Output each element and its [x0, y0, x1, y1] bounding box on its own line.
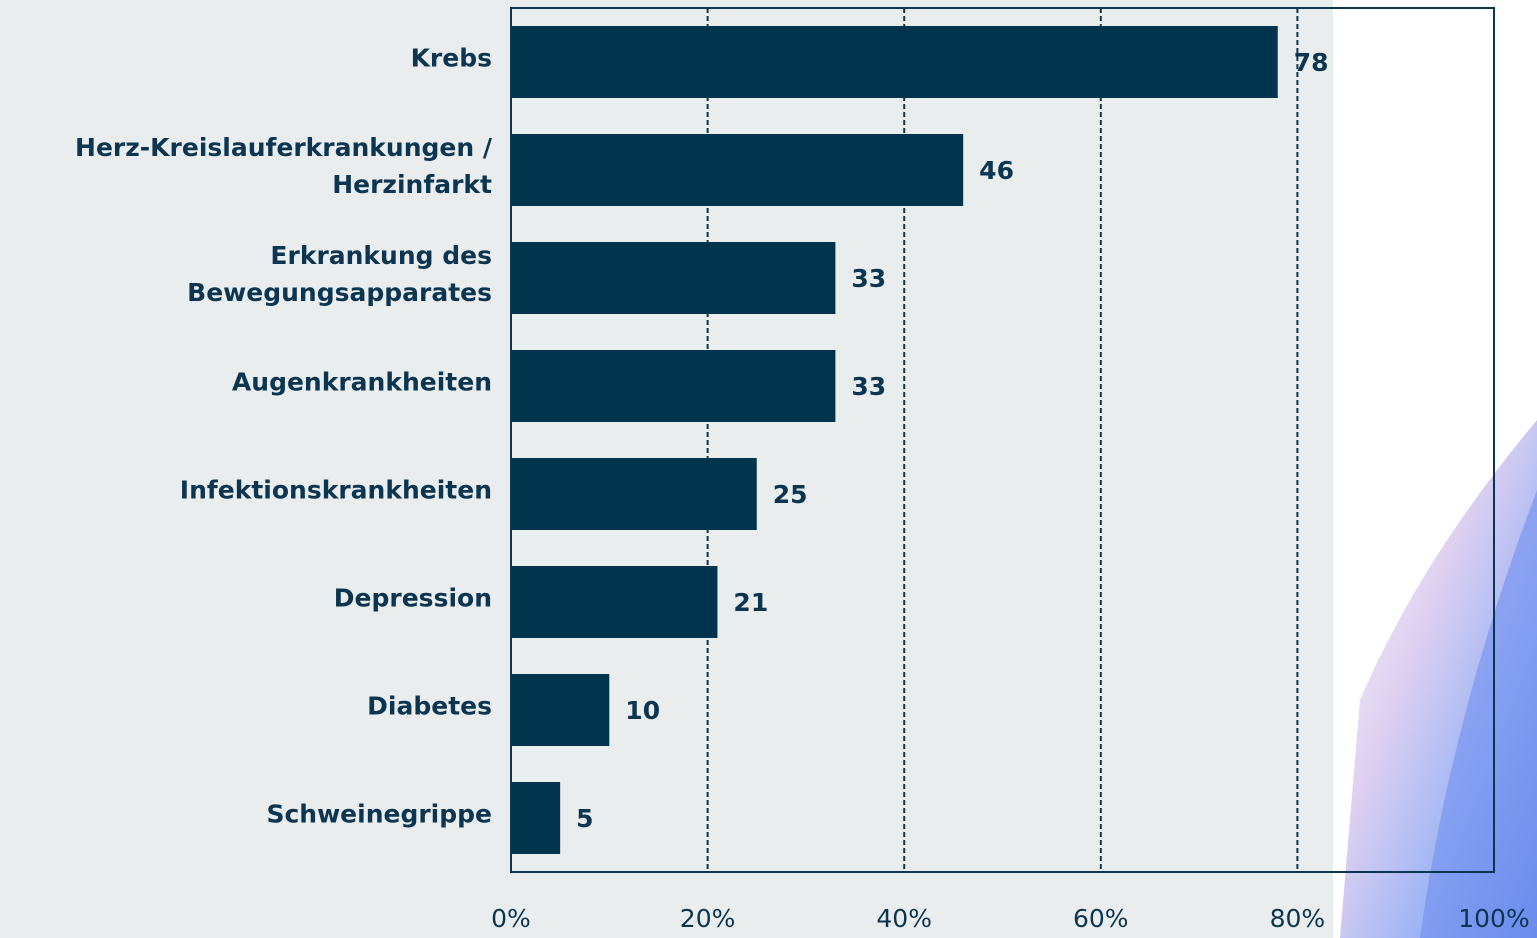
bar	[511, 350, 835, 422]
value-label: 21	[733, 588, 768, 617]
page: 0% 20% 40% 60% 80% 100% 78 46 33 33 25 21 10 5 Krebs H…	[0, 0, 1537, 938]
bar	[511, 566, 717, 638]
bar	[511, 458, 757, 530]
y-tick-label: Depression	[2, 580, 492, 617]
value-label: 46	[979, 156, 1014, 185]
x-tick-label: 80%	[1270, 904, 1326, 933]
y-tick-label: Infektionskrankheiten	[2, 472, 492, 509]
x-tick-label: 60%	[1073, 904, 1129, 933]
y-tick-label: Diabetes	[2, 688, 492, 725]
bar	[511, 674, 609, 746]
value-label: 25	[773, 480, 808, 509]
y-tick-label: Augenkrankheiten	[2, 364, 492, 401]
value-label: 78	[1294, 48, 1329, 77]
y-tick-label: Krebs	[2, 40, 492, 77]
bar	[511, 782, 560, 854]
bar	[511, 242, 835, 314]
x-tick-label: 40%	[876, 904, 932, 933]
value-label: 5	[576, 804, 593, 833]
y-tick-label: Herz-Kreislauferkrankungen / Herzinfarkt	[2, 129, 492, 203]
x-tick-label: 100%	[1458, 904, 1529, 933]
y-tick-label: Schweinegrippe	[2, 796, 492, 833]
value-label: 10	[625, 696, 660, 725]
value-label: 33	[851, 372, 886, 401]
x-tick-label: 20%	[680, 904, 736, 933]
bar	[511, 26, 1278, 98]
bar	[511, 134, 963, 206]
value-label: 33	[851, 264, 886, 293]
x-tick-label: 0%	[491, 904, 531, 933]
y-tick-label: Erkrankung des Bewegungsapparates	[2, 237, 492, 311]
